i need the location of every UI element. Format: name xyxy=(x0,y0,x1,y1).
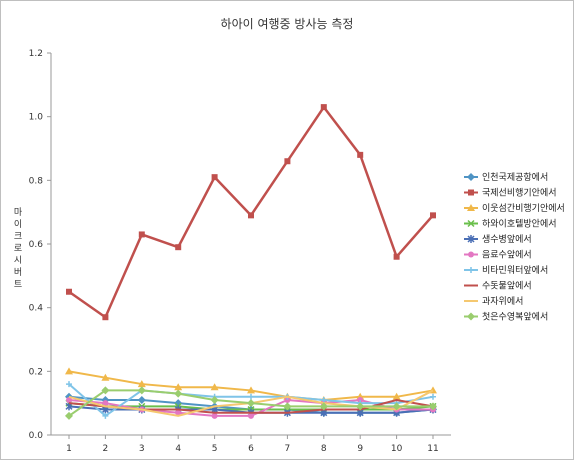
series-2-point xyxy=(284,158,291,165)
series-7-point xyxy=(102,412,109,419)
legend-label-9: 과자위에서 xyxy=(482,296,523,307)
series-6-point xyxy=(66,396,72,403)
series-10-point xyxy=(101,386,110,395)
y-tick-label: 0.4 xyxy=(29,304,44,314)
series-7-point xyxy=(430,393,436,400)
legend-marker-3 xyxy=(467,204,475,211)
legend-label-2: 국제선비행기안에서 xyxy=(482,187,557,199)
y-tick-label: 0.6 xyxy=(29,240,44,250)
series-10-point xyxy=(247,399,255,408)
series-3-point xyxy=(210,383,219,391)
series-2-point xyxy=(66,288,72,295)
series-7-point xyxy=(320,396,327,403)
series-10-point xyxy=(392,402,401,411)
series-2-point xyxy=(211,174,218,181)
legend-label-8: 수돗물앞에서 xyxy=(482,280,532,292)
x-tick-label: 1 xyxy=(66,444,72,454)
x-tick-label: 10 xyxy=(391,444,403,454)
series-10-point xyxy=(429,402,437,411)
legend-marker-5 xyxy=(467,235,475,243)
legend-label-10: 첫은수영복앞에서 xyxy=(482,311,548,323)
x-tick-label: 6 xyxy=(248,444,254,454)
legend-marker-6 xyxy=(468,251,474,258)
x-tick-label: 2 xyxy=(103,444,109,454)
legend-marker-10 xyxy=(467,312,475,321)
x-tick-label: 11 xyxy=(427,444,438,454)
x-tick-label: 5 xyxy=(212,444,218,454)
legend-label-5: 생수병앞에서 xyxy=(482,233,532,245)
series-3-point xyxy=(392,392,401,400)
x-tick-label: 8 xyxy=(321,444,327,454)
series-6-point xyxy=(248,412,254,419)
legend-label-6: 음료수앞에서 xyxy=(482,249,532,261)
y-tick-label: 1.0 xyxy=(29,113,44,123)
series-6-point xyxy=(211,412,218,419)
series-10-point xyxy=(356,402,365,411)
series-3-point xyxy=(137,380,146,388)
series-7-point xyxy=(66,381,72,388)
series-6-point xyxy=(175,409,182,416)
legend-label-3: 이웃섬간비행기안에서 xyxy=(482,202,565,214)
series-10-point xyxy=(283,402,292,411)
legend-marker-4 xyxy=(467,219,475,228)
series-3-point xyxy=(101,373,110,381)
series-2-point xyxy=(248,212,254,219)
series-3-point xyxy=(174,383,183,391)
y-tick-label: 0.8 xyxy=(29,176,44,186)
legend-marker-2 xyxy=(468,189,474,196)
y-tick-label: 1.2 xyxy=(29,49,43,59)
x-tick-label: 9 xyxy=(357,444,363,454)
series-line-2 xyxy=(68,104,434,320)
series-6-point xyxy=(102,400,109,407)
series-10-point xyxy=(137,386,146,395)
series-7-point xyxy=(248,393,254,400)
series-10-point xyxy=(65,411,73,420)
chart-title: 하아이 여행중 방사능 측정 xyxy=(220,17,354,31)
series-2-point xyxy=(393,253,400,260)
series-2-point xyxy=(357,151,364,158)
series-10-point xyxy=(210,395,219,404)
series-10-point xyxy=(174,389,183,398)
legend-label-4: 하와이호텔방안에서 xyxy=(482,218,557,230)
y-tick-label: 0.0 xyxy=(29,431,44,441)
series-6-point xyxy=(284,396,291,403)
series-2-point xyxy=(102,314,109,321)
legend-label-1: 인천국제공항에서 xyxy=(482,172,548,183)
x-tick-label: 3 xyxy=(139,444,145,454)
x-tick-label: 7 xyxy=(285,444,291,454)
series-2-point xyxy=(320,104,327,111)
series-2-point xyxy=(430,212,436,219)
series-1-point xyxy=(137,395,146,404)
legend-label-7: 비타민워터앞에서 xyxy=(482,264,548,276)
y-tick-label: 0.2 xyxy=(29,367,43,377)
x-tick-label: 4 xyxy=(175,444,181,454)
series-6-point xyxy=(357,396,364,403)
legend-marker-7 xyxy=(468,267,474,273)
series-3-point xyxy=(65,367,73,375)
series-10-point xyxy=(319,402,328,411)
y-axis-label: 마이크로시버트 xyxy=(13,208,23,290)
series-2-point xyxy=(175,244,182,251)
legend-marker-1 xyxy=(467,173,475,181)
series-3-point xyxy=(247,386,255,394)
series-2-point xyxy=(138,231,145,238)
